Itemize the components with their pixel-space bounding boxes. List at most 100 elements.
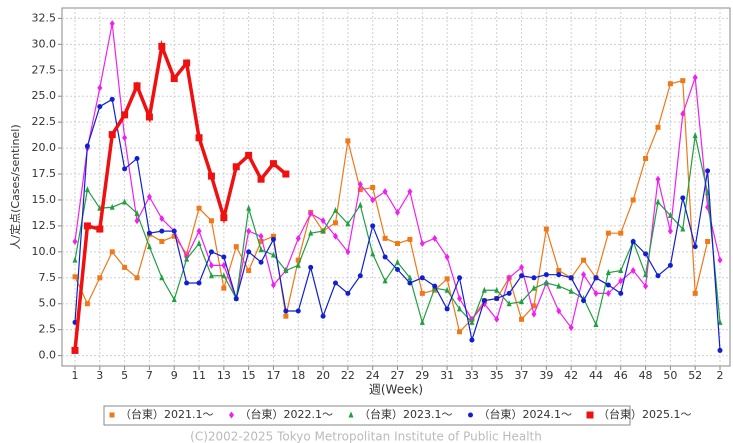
point (72, 237, 78, 245)
x-tick-label: 5 (121, 369, 128, 382)
point (109, 203, 115, 210)
point (506, 300, 512, 307)
point (667, 212, 673, 219)
point (680, 195, 686, 201)
point (134, 217, 140, 225)
point (221, 254, 227, 260)
point (519, 273, 525, 279)
legend-marker (586, 411, 594, 419)
point (370, 250, 376, 257)
point (233, 244, 239, 250)
point (122, 166, 128, 172)
point (618, 267, 624, 274)
point (122, 134, 128, 142)
point (270, 236, 276, 242)
point (184, 280, 190, 286)
point (71, 346, 79, 354)
point (72, 274, 78, 280)
point (196, 240, 202, 247)
legend-label: （台東）2025.1～ (598, 407, 692, 421)
point (605, 289, 611, 297)
point (270, 281, 276, 289)
point (196, 205, 202, 211)
point (208, 261, 214, 269)
point (97, 275, 103, 281)
point (531, 310, 537, 318)
point (543, 279, 549, 286)
y-tick-label: 25.0 (32, 89, 57, 102)
point (295, 261, 301, 268)
point (84, 301, 90, 307)
point (506, 274, 512, 282)
legend-label: （台東）2024.1～ (479, 407, 573, 421)
point (630, 267, 636, 275)
point (370, 185, 376, 191)
point (357, 180, 363, 188)
legend-label: （台東）2023.1～ (359, 407, 453, 421)
x-tick-label: 7 (146, 369, 153, 382)
point (481, 286, 487, 293)
point (630, 197, 636, 203)
point (667, 81, 673, 87)
x-tick-label: 39 (539, 369, 553, 382)
point (295, 308, 301, 314)
point (134, 275, 140, 281)
point (170, 75, 178, 83)
plot-area (61, 7, 731, 367)
point (494, 286, 500, 293)
point (245, 151, 253, 159)
point (395, 208, 400, 216)
point (320, 217, 326, 225)
point (593, 275, 599, 281)
point (444, 276, 450, 282)
x-tick-label: 15 (242, 369, 256, 382)
point (705, 168, 711, 174)
point (357, 201, 363, 208)
legend-marker (468, 412, 473, 418)
point (258, 238, 264, 244)
point (295, 234, 301, 242)
point (643, 155, 649, 161)
point (556, 282, 562, 289)
x-tick-label: 37 (515, 369, 529, 382)
point (519, 298, 525, 305)
point (258, 259, 264, 265)
point (481, 298, 487, 304)
point (171, 296, 177, 303)
point (444, 286, 450, 293)
y-tick-label: 12.5 (32, 219, 57, 232)
point (84, 186, 90, 193)
legend-marker (109, 412, 115, 418)
point (457, 275, 463, 281)
y-tick-label: 10.0 (32, 245, 57, 258)
y-tick-label: 27.5 (32, 63, 57, 76)
x-tick-label: 1 (72, 369, 79, 382)
point (196, 280, 202, 286)
point (246, 268, 252, 274)
point (395, 258, 400, 265)
point (419, 275, 425, 281)
point (184, 255, 190, 262)
point (692, 244, 698, 250)
series-line (73, 39, 287, 351)
point (655, 273, 661, 279)
y-tick-label: 2.5 (39, 323, 57, 336)
legend-marker (348, 411, 354, 418)
point (270, 233, 276, 239)
y-tick-label: 32.5 (32, 11, 57, 24)
point (332, 220, 338, 226)
point (97, 84, 103, 92)
point (568, 275, 574, 281)
point (581, 298, 587, 304)
point (543, 226, 549, 232)
point (618, 230, 624, 236)
point (370, 223, 376, 229)
point (382, 254, 388, 260)
point (556, 307, 562, 315)
x-tick-label: 35 (490, 369, 504, 382)
point (419, 290, 425, 296)
point (717, 256, 723, 264)
point (717, 347, 723, 353)
x-tick-label: 52 (688, 369, 702, 382)
